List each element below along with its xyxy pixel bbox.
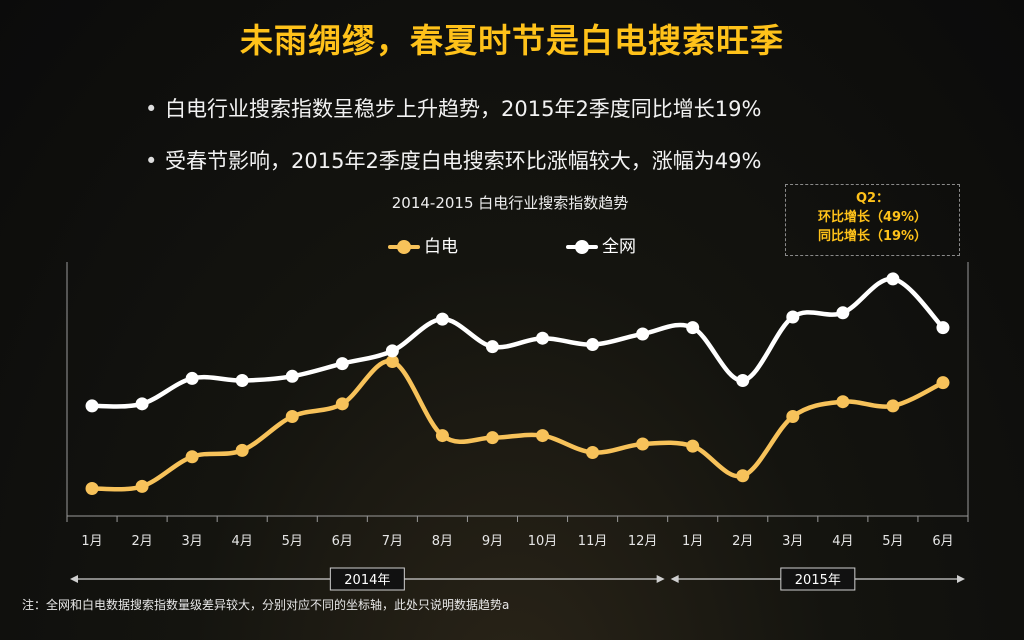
year-span-arrow-left (70, 575, 78, 583)
data-point-quanwang (235, 374, 249, 388)
x-tick-label: 5月 (882, 534, 903, 549)
data-point-quanwang (936, 321, 950, 335)
data-point-quanwang (736, 374, 750, 388)
data-point-baidian (536, 429, 550, 443)
year-label-box (780, 567, 856, 591)
x-tick-label: 8月 (432, 534, 453, 549)
data-point-quanwang (385, 344, 399, 358)
year-label: 2014年 (344, 573, 390, 588)
data-point-quanwang (886, 272, 900, 286)
data-point-baidian (836, 395, 850, 409)
year-label-box (329, 567, 405, 591)
x-tick-label: 3月 (181, 534, 202, 549)
x-tick-label: 7月 (382, 534, 403, 549)
data-point-quanwang (185, 371, 199, 385)
callout-line: 环比增长（49%） (817, 210, 928, 225)
data-point-quanwang (485, 340, 499, 354)
q2-callout: Q2： 环比增长（49%） 同比增长（19%） (785, 184, 960, 256)
legend-swatch-quanwang (566, 240, 598, 254)
legend-label: 白电 (424, 237, 458, 257)
x-tick-label: 1月 (682, 534, 703, 549)
x-tick-label: 6月 (932, 534, 953, 549)
series-line-quanwang (89, 276, 946, 409)
year-span-arrow-right (957, 575, 965, 583)
data-point-quanwang (285, 369, 299, 383)
x-tick-label: 4月 (832, 534, 853, 549)
data-point-baidian (736, 469, 750, 483)
data-point-baidian (636, 437, 650, 451)
data-point-quanwang (135, 397, 149, 411)
data-point-quanwang (836, 306, 850, 320)
slide-title: 未雨绸缪，春夏时节是白电搜索旺季 (240, 21, 784, 60)
x-tick-label: 10月 (528, 534, 558, 549)
data-point-baidian (135, 479, 149, 493)
data-point-quanwang (686, 321, 700, 335)
x-tick-label: 1月 (81, 534, 102, 549)
data-point-quanwang (636, 327, 650, 341)
footnote: 注：全网和白电数据搜索指数量级差异较大，分别对应不同的坐标轴，此处只说明数据趋势… (22, 598, 510, 612)
x-tick-label: 12月 (628, 534, 658, 549)
legend-label: 全网 (602, 237, 636, 257)
data-point-quanwang (536, 331, 550, 345)
callout-heading: Q2： (855, 191, 890, 206)
year-span-arrow-right (656, 575, 665, 583)
data-point-baidian (886, 399, 900, 413)
legend-item-quanwang: 全网 (566, 232, 636, 257)
x-tick-label: 5月 (282, 534, 303, 549)
bullet-item: 受春节影响，2015年2季度白电搜索环比涨幅较大，涨幅为49% (145, 144, 761, 196)
data-point-baidian (185, 450, 199, 464)
year-span-arrow-left (670, 575, 679, 583)
x-tick-label: 6月 (332, 534, 353, 549)
legend-item-baidian: 白电 (388, 232, 458, 257)
x-tick-label: 11月 (578, 534, 608, 549)
x-tick-label: 2月 (732, 534, 753, 549)
callout-line: 同比增长（19%） (817, 229, 928, 244)
data-point-quanwang (335, 357, 349, 371)
data-point-baidian (586, 446, 600, 459)
data-point-baidian (936, 376, 950, 390)
bullet-item: 白电行业搜索指数呈稳步上升趋势，2015年2季度同比增长19% (145, 92, 761, 144)
x-tick-label: 9月 (482, 534, 503, 549)
data-point-baidian (786, 410, 800, 424)
data-point-quanwang (435, 312, 449, 326)
year-label: 2015年 (795, 573, 841, 588)
data-point-baidian (435, 429, 449, 443)
legend-swatch-baidian (388, 240, 420, 254)
data-point-baidian (285, 410, 299, 424)
data-point-baidian (686, 439, 700, 453)
data-point-quanwang (786, 310, 800, 324)
data-point-quanwang (586, 338, 600, 352)
data-point-baidian (85, 481, 99, 495)
data-point-baidian (335, 397, 349, 411)
data-point-quanwang (85, 399, 99, 413)
data-point-baidian (385, 354, 399, 368)
chart-title: 2014-2015 白电行业搜索指数趋势 (391, 194, 629, 212)
data-point-baidian (485, 431, 499, 445)
x-tick-label: 2月 (131, 534, 152, 549)
bullet-list: 白电行业搜索指数呈稳步上升趋势，2015年2季度同比增长19% 受春节影响，20… (145, 92, 761, 196)
x-tick-label: 3月 (782, 534, 803, 549)
data-point-baidian (235, 443, 249, 457)
x-tick-label: 4月 (232, 534, 253, 549)
